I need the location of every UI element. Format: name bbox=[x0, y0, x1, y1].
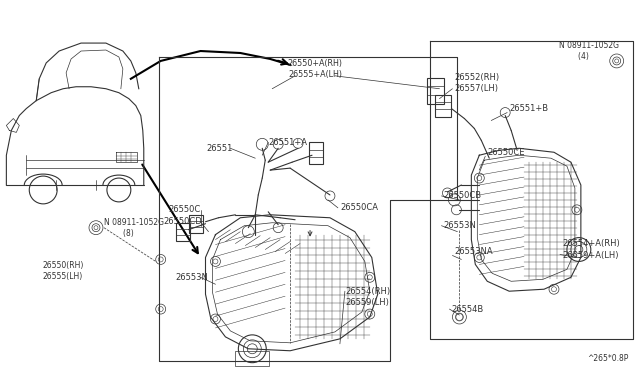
Bar bbox=[236, 351, 269, 366]
Text: 26553N: 26553N bbox=[444, 221, 476, 230]
Text: 26550+A(RH)
26555+A(LH): 26550+A(RH) 26555+A(LH) bbox=[287, 59, 342, 79]
Text: 26550CB: 26550CB bbox=[444, 192, 481, 201]
Text: N 08911-1052G
        (8): N 08911-1052G (8) bbox=[104, 218, 164, 238]
Text: 26551+B: 26551+B bbox=[509, 104, 548, 113]
Text: N 08911-1052G
        (4): N 08911-1052G (4) bbox=[559, 41, 619, 61]
Text: 26554+A(RH)
26559+A(LH): 26554+A(RH) 26559+A(LH) bbox=[562, 240, 620, 260]
Text: 26550CE: 26550CE bbox=[487, 148, 525, 157]
FancyArrowPatch shape bbox=[142, 164, 198, 253]
Text: 26554(RH)
26559(LH): 26554(RH) 26559(LH) bbox=[345, 287, 390, 307]
Text: 26550CD: 26550CD bbox=[164, 217, 202, 226]
Bar bbox=[189, 215, 202, 232]
Text: 26553NA: 26553NA bbox=[454, 247, 493, 256]
Text: 26551: 26551 bbox=[206, 144, 232, 153]
Text: 26552(RH)
26557(LH): 26552(RH) 26557(LH) bbox=[454, 73, 500, 93]
Bar bbox=[435, 95, 451, 116]
Text: 26551+A: 26551+A bbox=[268, 138, 307, 147]
Text: ^265*0.8P: ^265*0.8P bbox=[588, 354, 628, 363]
Text: 26553N: 26553N bbox=[175, 273, 209, 282]
Text: 26550(RH)
26555(LH): 26550(RH) 26555(LH) bbox=[42, 261, 84, 281]
Text: 26554B: 26554B bbox=[451, 305, 484, 314]
Bar bbox=[175, 223, 189, 241]
Text: 26550C: 26550C bbox=[169, 205, 201, 214]
Bar bbox=[426, 78, 444, 104]
Text: 26550CA: 26550CA bbox=[340, 203, 378, 212]
Bar bbox=[309, 142, 323, 164]
